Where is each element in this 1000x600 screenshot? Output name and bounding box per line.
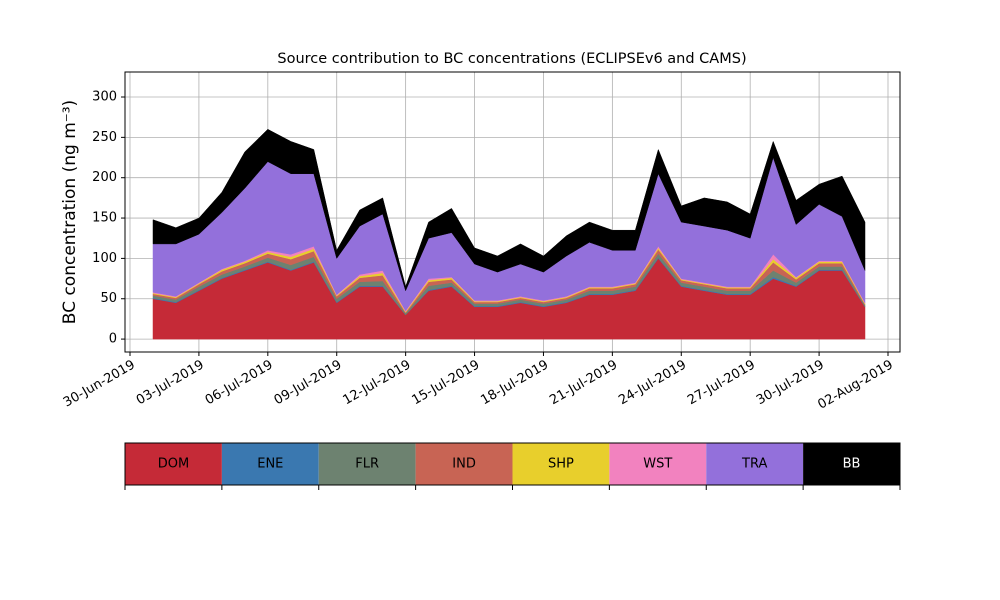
y-tick-label: 200 xyxy=(92,170,117,185)
legend-label: DOM xyxy=(158,457,189,472)
y-tick-label: 250 xyxy=(92,130,117,145)
x-tick-label: 18-Jul-2019 xyxy=(478,358,551,409)
legend-label: WST xyxy=(643,457,672,472)
y-tick-label: 300 xyxy=(92,90,117,105)
legend-swatch xyxy=(803,443,900,485)
legend-label: TRA xyxy=(741,457,767,472)
legend-label: IND xyxy=(452,457,476,472)
x-tick-label: 09-Jul-2019 xyxy=(272,358,345,409)
legend-swatch xyxy=(609,443,707,485)
legend-label: BB xyxy=(843,457,861,472)
legend-swatch xyxy=(415,443,513,485)
legend-label: SHP xyxy=(548,457,574,472)
legend-swatch xyxy=(318,443,416,485)
y-tick-label: 100 xyxy=(92,251,117,266)
legend-label: ENE xyxy=(257,457,283,472)
x-tick-label: 15-Jul-2019 xyxy=(409,358,482,409)
x-tick-label: 03-Jul-2019 xyxy=(134,358,207,409)
x-tick-label: 21-Jul-2019 xyxy=(547,358,620,409)
y-tick-label: 0 xyxy=(109,332,117,347)
x-tick-label: 02-Aug-2019 xyxy=(815,358,895,413)
legend-swatch xyxy=(512,443,610,485)
y-axis-label: BC concentration (ng m⁻³) xyxy=(60,100,80,324)
legend-swatch xyxy=(706,443,804,485)
area xyxy=(152,128,866,292)
legend-label: FLR xyxy=(355,457,379,472)
legend-frame xyxy=(124,442,901,486)
x-tick-label: 27-Jul-2019 xyxy=(685,358,758,409)
x-tick-label: 12-Jul-2019 xyxy=(341,358,414,409)
legend-swatch xyxy=(125,443,222,485)
areas xyxy=(152,128,866,340)
y-tick-label: 150 xyxy=(92,211,117,226)
plot-frame xyxy=(124,71,901,353)
y-tick-label: 50 xyxy=(100,291,117,306)
legend-swatch xyxy=(221,443,319,485)
chart-title: Source contribution to BC concentrations… xyxy=(277,51,746,67)
x-tick-label: 30-Jun-2019 xyxy=(61,358,138,411)
x-tick-label: 24-Jul-2019 xyxy=(616,358,689,409)
x-tick-label: 06-Jul-2019 xyxy=(203,358,276,409)
